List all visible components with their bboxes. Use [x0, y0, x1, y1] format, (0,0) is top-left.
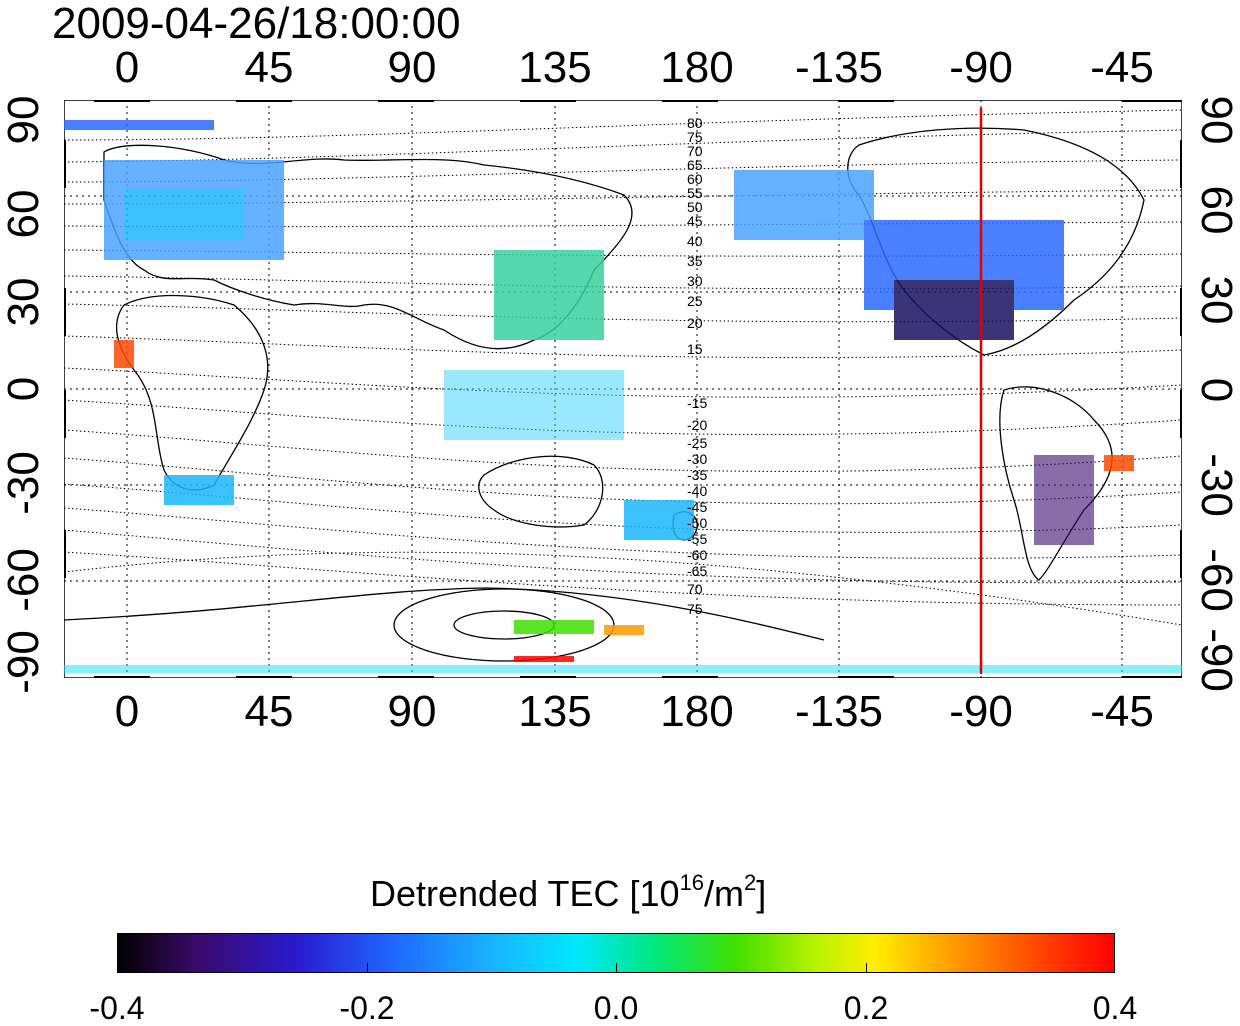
colorbar-tick-label: 0.4 — [1092, 990, 1138, 1026]
contour-label: -45 — [687, 499, 707, 515]
contour-label: -60 — [687, 547, 707, 563]
left-lat-tick: 60 — [0, 189, 48, 239]
contour-label: -15 — [687, 395, 707, 411]
right-lat-tick: 90 — [1192, 95, 1240, 145]
right-lat-tick: -30 — [1192, 453, 1240, 517]
left-lat-tick: 30 — [0, 277, 48, 327]
contour-label: 70 — [687, 581, 703, 597]
right-lat-tick: 30 — [1192, 275, 1240, 325]
right-lat-tick: 60 — [1192, 185, 1240, 235]
contour-labels: 80 75 70 65 60 55 50 45 40 35 30 25 20 1… — [687, 115, 707, 617]
bottom-lon-tick: 180 — [660, 687, 734, 736]
top-lon-tick: 180 — [660, 43, 734, 92]
contour-label: 75 — [687, 129, 703, 145]
top-lon-tick: 0 — [114, 43, 140, 92]
colorbar-title-close: ] — [756, 873, 767, 914]
timestamp-title: 2009-04-26/18:00:00 — [52, 0, 461, 48]
right-lat-tick: 0 — [1192, 377, 1240, 403]
contour-label: 80 — [687, 115, 703, 131]
right-lat-tick: -60 — [1192, 548, 1240, 612]
left-lat-tick: -60 — [0, 548, 48, 612]
colorbar-tick-mark — [616, 963, 617, 973]
contour-label: 70 — [687, 143, 703, 159]
bottom-lon-tick: -45 — [1090, 687, 1154, 736]
left-lat-tick: 90 — [0, 95, 48, 145]
contour-label: 25 — [687, 293, 703, 309]
bottom-lon-tick: 45 — [244, 687, 294, 736]
bottom-lon-tick: -90 — [949, 687, 1013, 736]
contour-label: 65 — [687, 157, 703, 173]
contour-label: -35 — [687, 467, 707, 483]
colorbar-tick-mark — [866, 963, 867, 973]
left-lat-tick: -30 — [0, 451, 48, 515]
bottom-lon-tick: -135 — [794, 687, 884, 736]
contour-label: 50 — [687, 199, 703, 215]
top-lon-tick: 90 — [387, 43, 437, 92]
bottom-lon-tick: 135 — [518, 687, 592, 736]
bottom-lon-tick: 90 — [387, 687, 437, 736]
colorbar-title-unit-exponent: 2 — [744, 870, 757, 895]
colorbar-title-text: Detrended TEC [10 — [370, 873, 680, 914]
colorbar-tick-mark — [367, 963, 368, 973]
contour-label: -65 — [687, 563, 707, 579]
contour-label: 20 — [687, 315, 703, 331]
contour-label: 55 — [687, 185, 703, 201]
right-lat-tick: -90 — [1192, 628, 1240, 692]
contour-label: -25 — [687, 435, 707, 451]
left-lat-tick: -90 — [0, 630, 48, 694]
top-lon-tick: 135 — [518, 43, 592, 92]
colorbar-tick-label: 0.2 — [843, 990, 889, 1026]
left-lat-tick: 0 — [0, 376, 48, 402]
contour-label: 35 — [687, 253, 703, 269]
colorbar-title-exponent: 16 — [679, 870, 704, 895]
colorbar-tick-label: -0.4 — [89, 990, 145, 1026]
top-lon-tick: 45 — [244, 43, 294, 92]
contour-label: 30 — [687, 273, 703, 289]
contour-label: -30 — [687, 451, 707, 467]
colorbar-tick-label: 0.0 — [593, 990, 639, 1026]
contour-label: 40 — [687, 233, 703, 249]
contour-label: -40 — [687, 483, 707, 499]
tec-data-patches — [64, 120, 1182, 673]
top-lon-tick: -135 — [794, 43, 884, 92]
contour-label: 60 — [687, 171, 703, 187]
contour-label: 45 — [687, 213, 703, 229]
contour-label: 75 — [687, 601, 703, 617]
bottom-lon-tick: 0 — [114, 687, 140, 736]
contour-label: -55 — [687, 531, 707, 547]
colorbar-title-unit: /m — [704, 873, 744, 914]
frame-tick-bars — [64, 100, 1182, 678]
contour-label: -50 — [687, 515, 707, 531]
colorbar-tick-label: -0.2 — [339, 990, 395, 1026]
top-lon-tick: -90 — [949, 43, 1013, 92]
colorbar-title: Detrended TEC [1016/m2] — [370, 872, 766, 916]
contour-label: 15 — [687, 341, 703, 357]
top-lon-tick: -45 — [1090, 43, 1154, 92]
contour-label: -20 — [687, 417, 707, 433]
tec-world-map: 80 75 70 65 60 55 50 45 40 35 30 25 20 1… — [64, 100, 1182, 678]
